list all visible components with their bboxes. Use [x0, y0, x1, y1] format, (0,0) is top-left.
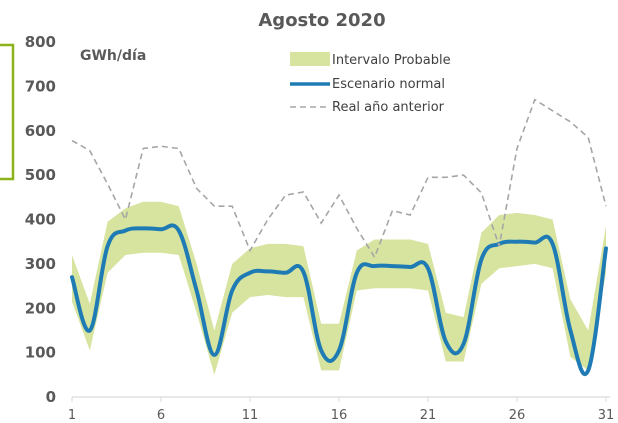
- legend: Intervalo Probable Escenario normal Real…: [290, 52, 451, 115]
- y-tick-label: 100: [25, 344, 56, 362]
- left-edge-decoration: [0, 43, 15, 181]
- x-tick-label: 1: [68, 408, 76, 423]
- y-tick-label: 600: [25, 122, 56, 140]
- y-tick-label: 300: [25, 255, 56, 273]
- y-tick-label: 700: [25, 77, 56, 95]
- chart-title: Agosto 2020: [258, 10, 385, 31]
- unit-label: GWh/día: [80, 48, 146, 64]
- x-tick-label: 16: [331, 408, 348, 423]
- legend-label-previous-year: Real año anterior: [332, 100, 445, 115]
- x-tick-label: 21: [420, 408, 437, 423]
- legend-swatch-band: [290, 52, 330, 66]
- series-line-escenario-normal: [70, 223, 608, 376]
- x-tick-label: 6: [157, 408, 165, 423]
- legend-label-band: Intervalo Probable: [332, 53, 451, 68]
- series-line-real-ano-anterior: [71, 98, 607, 260]
- y-tick-label: 800: [25, 33, 56, 51]
- y-tick-label: 0: [46, 388, 56, 406]
- x-tick-label: 31: [598, 408, 615, 423]
- x-tick-label: 26: [509, 408, 526, 423]
- y-tick-label: 500: [25, 166, 56, 184]
- legend-label-normal: Escenario normal: [332, 77, 445, 92]
- x-tick-label: 11: [242, 408, 259, 423]
- y-tick-label: 400: [25, 211, 56, 229]
- series-layer: [70, 98, 608, 376]
- y-tick-label: 200: [25, 299, 56, 317]
